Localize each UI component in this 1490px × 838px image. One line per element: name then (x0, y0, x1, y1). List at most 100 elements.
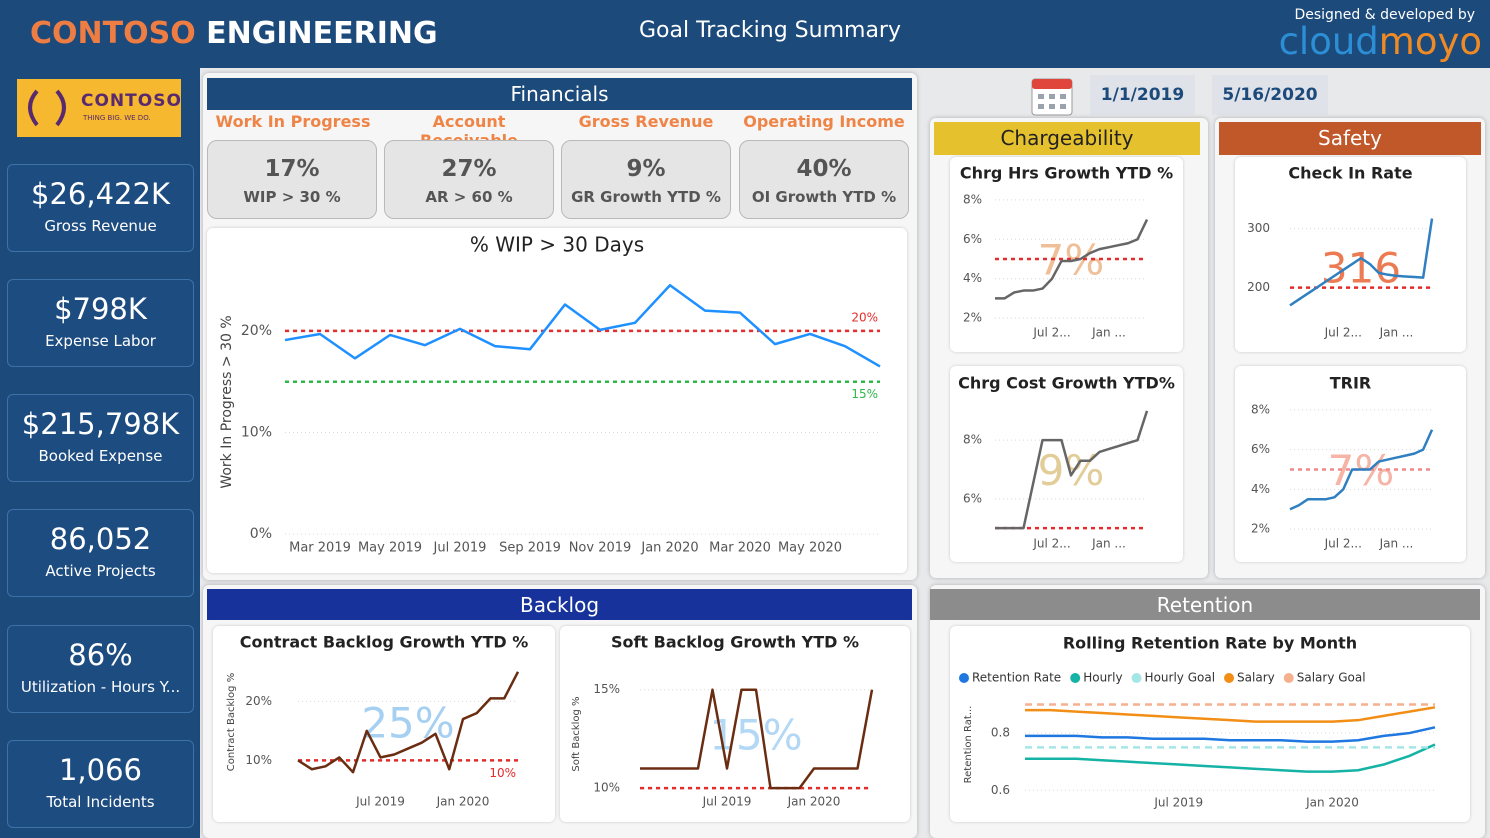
series-line (640, 688, 874, 790)
kpi-card: 1,066 Total Incidents (7, 740, 194, 828)
chart-title: Soft Backlog Growth YTD % (611, 633, 859, 652)
metric-card: 27% AR > 60 % (384, 140, 554, 219)
x-tick-label: Jul 2019 (1153, 796, 1203, 810)
chart: Rolling Retention Rate by Month Retention… (959, 634, 1436, 810)
section-header: Backlog (207, 589, 912, 620)
x-tick-label: May 2019 (358, 541, 422, 556)
y-tick-label: 0.6 (991, 783, 1010, 797)
kpi-card: $798K Expense Labor (7, 279, 194, 367)
date-end[interactable]: 5/16/2020 (1212, 75, 1328, 115)
legend-label: Retention Rate (972, 671, 1061, 685)
section-header: Safety (1219, 122, 1481, 155)
chart-card: Chrg Cost Growth YTD% 6% 8% Jul 2... Jan ...… (950, 366, 1183, 562)
chart-title: Check In Rate (1288, 164, 1412, 183)
metric-value: 27% (441, 156, 497, 182)
credit-logo-b: moyo (1378, 20, 1482, 63)
chart: % WIP > 30 Days Work In Progress > 30 % 0%… (219, 233, 881, 556)
section-header: Financials (207, 78, 912, 110)
metric-label: OI Growth YTD % (751, 188, 897, 206)
page-title: Goal Tracking Summary (639, 18, 901, 43)
chart: Contract Backlog Growth YTD % Contract Ba… (226, 633, 529, 809)
y-axis-label: Soft Backlog % (571, 696, 582, 771)
kpi-card: 86% Utilization - Hours Y... (7, 625, 194, 713)
kpi-value: 1,066 (58, 753, 143, 787)
logo-tagline: THING BIG. WE DO. (83, 114, 151, 122)
chart-card: Chrg Hrs Growth YTD % 2% 4% 6% 8% Jul 2... Jan… (950, 157, 1183, 352)
y-tick-label: 8% (1251, 402, 1270, 416)
kpi-label: Utilization - Hours Y... (20, 678, 181, 696)
y-tick-label: 6% (1251, 442, 1270, 456)
series-line (1025, 706, 1436, 723)
target-label: 15% (851, 387, 878, 401)
kpi-value: 86% (68, 638, 133, 672)
chart-title: % WIP > 30 Days (470, 233, 644, 257)
chart-card: Contract Backlog Growth YTD % Contract Ba… (213, 626, 555, 822)
y-tick-label: 20% (245, 694, 272, 708)
y-tick-label: 4% (1251, 482, 1270, 496)
chart-title: Rolling Retention Rate by Month (1063, 634, 1357, 653)
y-tick-label: 2% (963, 311, 982, 325)
x-tick-label: Jan ... (1091, 537, 1126, 551)
legend-label: Hourly (1083, 671, 1122, 685)
legend-marker (1224, 673, 1235, 683)
brand: CONTOSO ENGINEERING (30, 16, 438, 51)
brand-suffix: ENGINEERING (206, 16, 438, 51)
chart-title: Contract Backlog Growth YTD % (240, 633, 529, 652)
y-tick-label: 0.8 (991, 726, 1010, 740)
metric-value: 40% (796, 156, 852, 182)
x-tick-label: Sep 2019 (499, 541, 561, 556)
y-tick-label: 6% (963, 232, 982, 246)
annotation: 316 (1321, 244, 1401, 293)
x-tick-label: Jul 2... (1032, 326, 1070, 340)
y-tick-label: 20% (241, 323, 272, 339)
metric-value: 17% (264, 156, 320, 182)
credit-logo-a: cloud (1278, 20, 1379, 63)
y-tick-label: 15% (593, 682, 620, 696)
y-axis-label: Work In Progress > 30 % (219, 315, 235, 488)
kpi-card: $26,422K Gross Revenue (7, 164, 194, 252)
chart: Chrg Hrs Growth YTD % 2% 4% 6% 8% Jul 2... Jan… (960, 164, 1173, 340)
metric-label: WIP > 30 % (243, 188, 341, 206)
logo-wreath (28, 89, 66, 127)
series-line (1289, 429, 1434, 511)
x-tick-label: May 2020 (778, 541, 842, 556)
x-tick-label: Jul 2... (1324, 326, 1362, 340)
x-tick-label: Jul 2... (1324, 537, 1362, 551)
y-tick-label: 10% (241, 424, 272, 440)
legend-marker (959, 673, 969, 683)
chart-title: TRIR (1330, 374, 1372, 393)
x-tick-label: Jul 2019 (433, 541, 487, 556)
legend-marker (1131, 673, 1142, 683)
chart: Check In Rate 200 300 Jul 2... Jan ... 316 (1247, 164, 1434, 340)
x-tick-label: Nov 2019 (569, 541, 632, 556)
series-line (1025, 743, 1436, 773)
chart-title: Chrg Cost Growth YTD% (958, 374, 1175, 393)
header: CONTOSO ENGINEERING Goal Tracking Summar… (0, 0, 1490, 68)
chart-title: Chrg Hrs Growth YTD % (960, 164, 1173, 183)
section-header: Retention (930, 589, 1480, 620)
y-tick-label: 10% (245, 753, 272, 767)
x-tick-label: Jul 2... (1032, 537, 1070, 551)
kpi-card: 86,052 Active Projects (7, 509, 194, 597)
y-tick-label: 8% (963, 192, 982, 206)
calendar-icon (1031, 78, 1073, 116)
x-tick-label: Jan ... (1091, 326, 1126, 340)
legend-label: Salary (1237, 671, 1275, 685)
chart: Chrg Cost Growth YTD% 6% 8% Jul 2... Jan ...… (958, 374, 1175, 551)
metric-label: GR Growth YTD % (571, 188, 721, 206)
x-tick-label: Jan 2020 (640, 541, 698, 556)
y-tick-label: 0% (250, 526, 272, 542)
legend-marker (1070, 673, 1081, 683)
logo: CONTOSO THING BIG. WE DO. (17, 79, 181, 137)
chart: Soft Backlog Growth YTD % Soft Backlog % 1… (571, 633, 874, 809)
y-tick-label: 8% (963, 433, 982, 447)
metric-card: 9% GR Growth YTD % (561, 140, 731, 219)
date-start[interactable]: 1/1/2019 (1090, 75, 1195, 115)
series-line (1025, 726, 1436, 743)
y-tick-label: 10% (593, 781, 620, 795)
legend-label: Salary Goal (1297, 671, 1366, 685)
legend-marker (1283, 673, 1294, 683)
kpi-label: Total Incidents (46, 793, 155, 811)
target-label: 20% (851, 310, 878, 324)
